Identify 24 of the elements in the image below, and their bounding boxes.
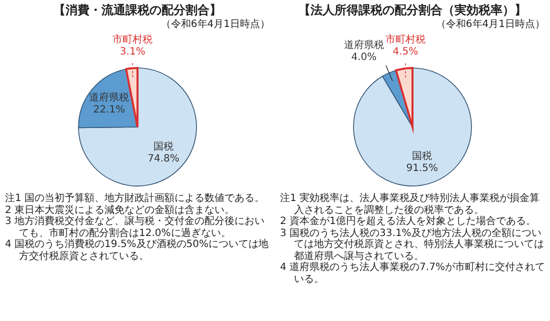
chart-title: 【法人所得課税の配分割合（実効税率）】 (298, 3, 528, 18)
data-label: 91.5% (406, 162, 438, 174)
data-label: 4.5% (392, 46, 418, 58)
slice-label: 道府県税 (89, 92, 130, 104)
slice-label: 国税 (412, 150, 432, 162)
data-label: 74.8% (148, 153, 180, 164)
data-label: 3.1% (120, 46, 146, 58)
text: 注1 実効税率は、法人事業税及び特別法人事業税が損金算入されることを調整した後の税率である。 (280, 193, 541, 216)
slice-label: 市町村税 (385, 34, 426, 46)
data-label: 4.0% (351, 52, 377, 64)
slice-label: 市町村税 (112, 34, 153, 46)
text: 4 国税のうち消費税の19.5%及び酒税の50%については地方交付税原資とされている。 (5, 239, 270, 262)
chart-title: 【消費・流通課税の配分割合】 (52, 3, 222, 18)
text: 注1 国の当初予算額、地方財政計画額による数値である。 (5, 193, 266, 204)
slice-label: 道府県税 (344, 39, 384, 52)
text: 2 資本金が1億円を超える法人を対象とした場合である。 (280, 216, 537, 228)
chart-subtitle: （令和6年4月1日時点） (160, 18, 270, 31)
slice-label: 国税 (154, 140, 174, 152)
text: 3 国税のうち法人税の33.1%及び地方法人税の全額については地方交付税原資とされ、特別法人事業税については都道府県へ譲与されている。 (280, 228, 545, 262)
chart-subtitle: （令和6年4月1日時点） (434, 18, 545, 31)
text: 4 道府県税のうち法人事業税の7.7%が市町村に交付されている。 (280, 262, 545, 285)
data-label: 22.1% (93, 104, 125, 116)
text: 2 東日本大震災による減免などの金額は含まない。 (5, 204, 236, 216)
text: 3 地方消費税交付金など、譲与税・交付金の配分後においても、市町村の配分割合は12.0%に過ぎない。 (5, 216, 266, 238)
